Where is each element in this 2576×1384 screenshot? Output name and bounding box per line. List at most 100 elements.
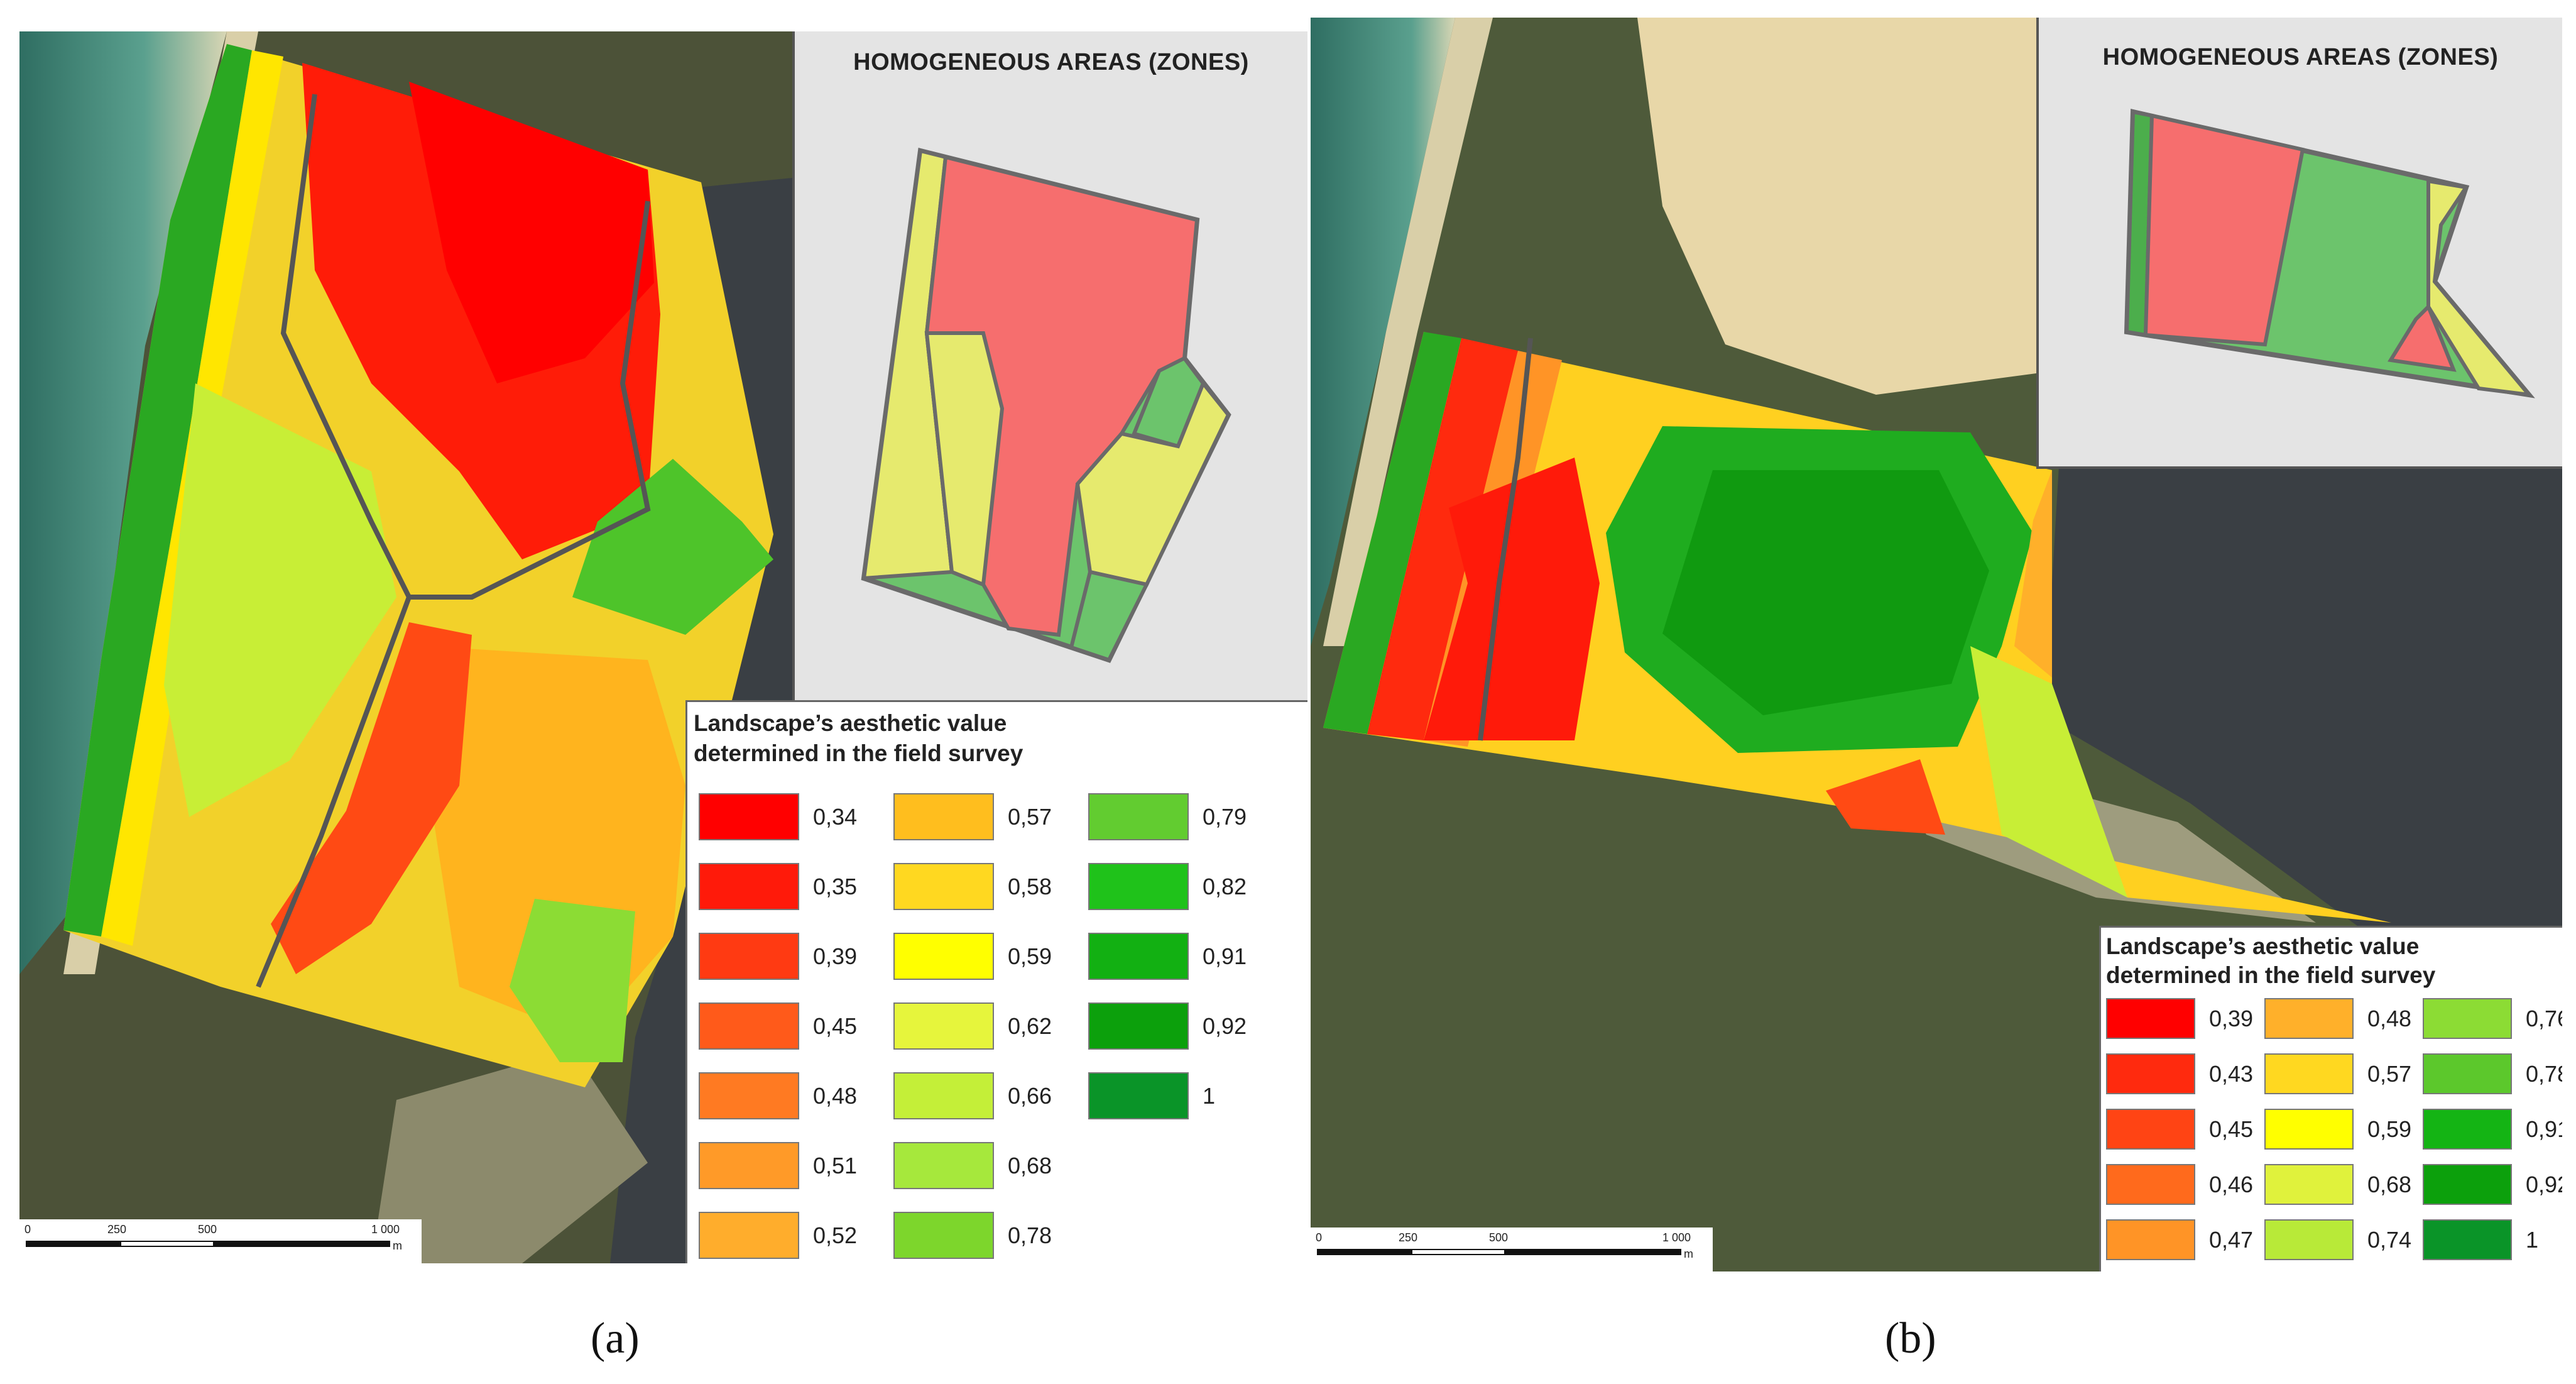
- zone-yellow-center: [924, 331, 1005, 588]
- legend-swatch: [893, 1212, 994, 1259]
- legend-value: 0,34: [813, 803, 858, 830]
- legend-item: 0,45: [699, 1002, 857, 1050]
- legend-swatch: [2264, 1219, 2354, 1260]
- legend-value: 0,68: [1008, 1152, 1052, 1178]
- legend-item: 1: [2423, 1219, 2538, 1260]
- scale-label-0: 0: [1316, 1231, 1323, 1244]
- track-line-east: [409, 200, 651, 600]
- zones-diagram-b: [2124, 109, 2535, 398]
- legend-value: 0,43: [2209, 1060, 2254, 1087]
- legend-item: 0,68: [893, 1142, 1052, 1189]
- legend-swatch: [893, 1142, 994, 1189]
- scale-label-0: 0: [25, 1223, 31, 1236]
- legend-value: 0,39: [813, 943, 858, 969]
- zone-red-west: [2143, 113, 2305, 347]
- legend-value: 0,92: [2526, 1171, 2562, 1197]
- legend-swatch: [2264, 998, 2354, 1039]
- scale-seg-1: [1317, 1249, 1411, 1255]
- legend-value: 0,59: [2367, 1116, 2412, 1142]
- scale-label-500: 500: [1489, 1231, 1509, 1244]
- legend-item: 0,74: [2264, 1219, 2411, 1260]
- legend-item: 0,35: [699, 863, 857, 910]
- light-green-west: [164, 383, 396, 817]
- legend-item: 0,79: [1088, 793, 1247, 840]
- legend-value: 0,78: [1008, 1222, 1052, 1248]
- red-southeast: [1826, 759, 1945, 835]
- legend-swatch: [2423, 1053, 2512, 1094]
- legend-swatch: [699, 1002, 799, 1050]
- legend-value: 0,82: [1203, 873, 1247, 899]
- red-south-belt: [271, 622, 472, 974]
- legend-item: 0,68: [2264, 1164, 2411, 1205]
- red-strip: [1367, 338, 1518, 740]
- scale-label-1000: 1 000: [371, 1223, 400, 1236]
- zone-yellow-east: [1075, 380, 1231, 587]
- legend-swatch: [2423, 1164, 2512, 1205]
- legend-value: 0,51: [813, 1152, 858, 1178]
- legend-swatch: [2423, 998, 2512, 1039]
- legend-a: Landscape’s aesthetic value determined i…: [685, 700, 1307, 1263]
- legend-swatch: [893, 1072, 994, 1119]
- legend-swatch: [893, 863, 994, 910]
- sand-dunes: [1637, 18, 2065, 395]
- scale-seg-3: [1505, 1249, 1681, 1255]
- legend-swatch: [2423, 1219, 2512, 1260]
- legend-item: 1: [1088, 1072, 1215, 1119]
- track-line: [256, 94, 412, 988]
- legend-value: 1: [1203, 1082, 1216, 1109]
- legend-value: 0,62: [1008, 1013, 1052, 1039]
- legend-value: 0,52: [813, 1222, 858, 1248]
- legend-value: 0,48: [813, 1082, 858, 1109]
- legend-swatch: [2106, 1164, 2195, 1205]
- legend-swatch: [2106, 1219, 2195, 1260]
- legend-item: 0,78: [893, 1212, 1052, 1259]
- legend-item: 0,47: [2106, 1219, 2253, 1260]
- legend-value: 0,47: [2209, 1226, 2254, 1253]
- legend-swatch: [893, 793, 994, 840]
- legend-item: 0,59: [2264, 1109, 2411, 1150]
- scale-label-500: 500: [198, 1223, 217, 1236]
- legend-item: 0,57: [2264, 1053, 2411, 1094]
- legend-item: 0,45: [2106, 1109, 2253, 1150]
- legend-item: 0,92: [2423, 1164, 2562, 1205]
- green-patch-east: [572, 459, 773, 635]
- legend-swatch: [699, 1212, 799, 1259]
- legend-title-line1: Landscape’s aesthetic value: [694, 710, 1007, 736]
- legend-title-line1: Landscape’s aesthetic value: [2106, 933, 2420, 959]
- legend-item: 0,62: [893, 1002, 1052, 1050]
- legend-item: 0,66: [893, 1072, 1052, 1119]
- legend-item: 0,52: [699, 1212, 857, 1259]
- legend-swatch: [2264, 1109, 2354, 1150]
- track-line: [1478, 338, 1533, 741]
- green-coastal-strip: [63, 44, 252, 936]
- legend-swatch: [2264, 1053, 2354, 1094]
- zone-green-south: [1069, 569, 1150, 662]
- legend-swatch: [1088, 863, 1189, 910]
- beach-strip: [1323, 18, 1493, 646]
- legend-item: 0,91: [1088, 933, 1247, 980]
- legend-swatch: [2264, 1164, 2354, 1205]
- scale-label-250: 250: [1399, 1231, 1418, 1244]
- legend-swatch: [1088, 1072, 1189, 1119]
- legend-value: 0,35: [813, 873, 858, 899]
- legend-value: 0,39: [2209, 1005, 2254, 1031]
- legend-swatch: [699, 793, 799, 840]
- scale-unit: m: [1684, 1248, 1693, 1260]
- legend-swatch: [2423, 1109, 2512, 1150]
- legend-value: 0,91: [1203, 943, 1247, 969]
- legend-item: 0,43: [2106, 1053, 2253, 1094]
- red-cluster: [1424, 458, 1600, 740]
- legend-value: 0,59: [1008, 943, 1052, 969]
- legend-value: 0,91: [2526, 1116, 2562, 1142]
- legend-value: 0,78: [2526, 1060, 2562, 1087]
- orange-east: [2014, 470, 2052, 678]
- legend-swatch: [2106, 1053, 2195, 1094]
- legend-item: 0,58: [893, 863, 1052, 910]
- legend-item: 0,57: [893, 793, 1052, 840]
- zones-inset-b: HOMOGENEOUS AREAS (ZONES): [2036, 18, 2562, 469]
- scale-unit: m: [393, 1239, 402, 1252]
- zones-inset-a: HOMOGENEOUS AREAS (ZONES): [792, 31, 1307, 711]
- legend-value: 0,57: [2367, 1060, 2412, 1087]
- map-panel-a: HOMOGENEOUS AREAS (ZONES) Landscape’s ae…: [19, 31, 1307, 1263]
- light-green-east: [1970, 646, 2127, 898]
